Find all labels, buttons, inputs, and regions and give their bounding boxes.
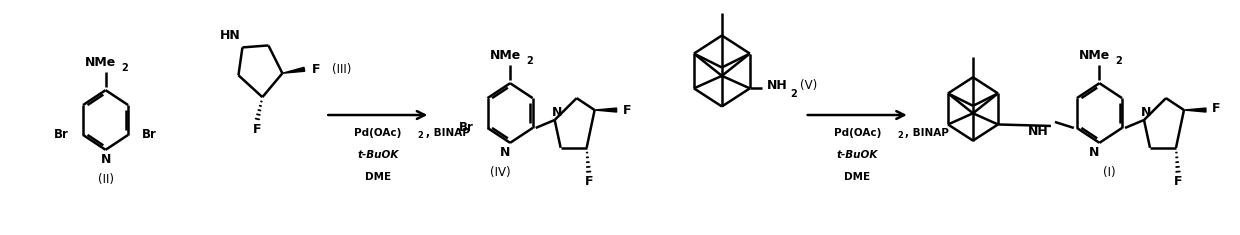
Text: F: F [312, 63, 321, 76]
Text: Pd(OAc): Pd(OAc) [833, 128, 880, 138]
Text: HN: HN [219, 29, 241, 42]
Text: 2: 2 [122, 63, 128, 73]
Text: DME: DME [365, 172, 391, 182]
Text: 2: 2 [790, 89, 796, 99]
Text: F: F [584, 175, 593, 188]
Text: DME: DME [844, 172, 870, 182]
Text: N: N [1141, 106, 1151, 118]
Polygon shape [595, 108, 616, 112]
Text: N: N [500, 146, 511, 159]
Text: F: F [622, 104, 631, 117]
Text: NH: NH [1028, 125, 1049, 138]
Text: F: F [1211, 102, 1220, 114]
Text: NMe: NMe [1079, 49, 1110, 62]
Text: N: N [1089, 146, 1100, 159]
Text: N: N [552, 106, 562, 118]
Text: N: N [100, 153, 110, 166]
Text: Pd(OAc): Pd(OAc) [355, 128, 402, 138]
Text: (I): (I) [1104, 166, 1116, 179]
Text: , BINAP: , BINAP [905, 128, 949, 138]
Text: t-BuOK: t-BuOK [357, 150, 398, 160]
Text: NMe: NMe [86, 56, 117, 69]
Text: NMe: NMe [490, 49, 521, 62]
Text: NH: NH [766, 79, 787, 92]
Polygon shape [283, 67, 305, 73]
Text: 2: 2 [526, 56, 533, 66]
Text: F: F [1174, 175, 1182, 188]
Text: Br: Br [459, 121, 474, 134]
Text: 2: 2 [898, 131, 903, 140]
Text: (V): (V) [800, 79, 817, 92]
Text: (II): (II) [98, 173, 114, 186]
Text: t-BuOK: t-BuOK [837, 150, 878, 160]
Text: Br: Br [55, 128, 69, 141]
Text: (IV): (IV) [490, 166, 511, 179]
Text: , BINAP: , BINAP [425, 128, 470, 138]
Text: (III): (III) [332, 63, 352, 76]
Text: Br: Br [143, 128, 157, 141]
Text: 2: 2 [418, 131, 424, 140]
Text: F: F [253, 123, 262, 137]
Text: 2: 2 [1116, 56, 1122, 66]
Polygon shape [1184, 108, 1207, 112]
